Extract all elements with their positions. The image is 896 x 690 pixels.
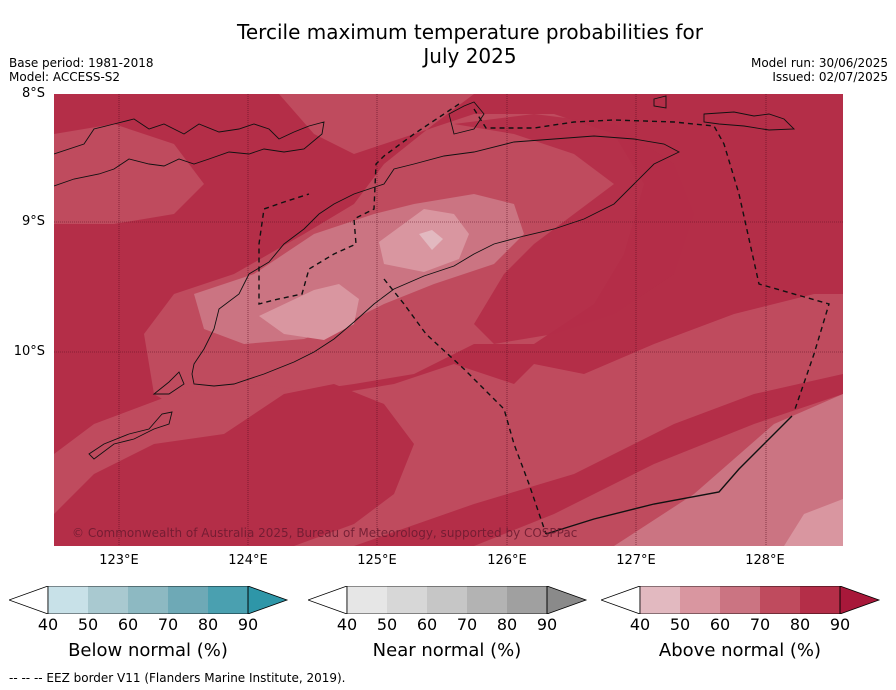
eez-footnote: -- -- -- EEZ border V11 (Flanders Marine… (9, 671, 346, 685)
lat-label-8s: 8°S (21, 86, 45, 101)
cbar-below-tick-70: 70 (157, 615, 179, 634)
issued-date: Issued: 02/07/2025 (772, 70, 888, 84)
lon-label-125e: 125°E (357, 553, 397, 568)
coastline-flores (54, 118, 325, 187)
zone-60-center-east (379, 209, 469, 272)
cbar-near-tick-90: 90 (536, 615, 558, 634)
cbar-below-tick-80: 80 (197, 615, 219, 634)
cbar-below-tick-50: 50 (77, 615, 99, 634)
cbar-above-arrow-right (839, 586, 881, 614)
zone-90-southeast (354, 374, 843, 546)
graticule (54, 94, 843, 546)
cbar-above-tick-60: 60 (709, 615, 731, 634)
zone-80-west (54, 124, 204, 224)
zone-50-center (419, 230, 443, 250)
coastline-timor (191, 135, 680, 387)
meta-right: Model run: 30/06/2025 Issued: 02/07/2025 (751, 56, 888, 84)
cbar-near-tick-50: 50 (376, 615, 398, 634)
coastline-wetar (653, 95, 796, 131)
lat-label-10s: 10°S (13, 344, 45, 359)
model-run: Model run: 30/06/2025 (750, 56, 888, 70)
title-line-2: July 2025 (423, 44, 517, 68)
cbar-near-tick-40: 40 (336, 615, 358, 634)
cbar-near-tick-80: 80 (496, 615, 518, 634)
cbar-below-arrow-left (9, 586, 49, 614)
lat-label-9s: 9°S (21, 214, 45, 229)
coastline-alor (448, 101, 485, 135)
lon-label-126e: 126°E (487, 553, 527, 568)
lon-label-127e: 127°E (616, 553, 656, 568)
zone-60-center-west (259, 284, 359, 340)
model-name: Model: ACCESS-S2 (9, 70, 121, 84)
coastline-semau (152, 371, 185, 395)
probability-map (54, 94, 843, 546)
coastlines (54, 95, 796, 460)
copyright-notice: © Commonwealth of Australia 2025, Bureau… (72, 526, 578, 540)
lon-label-128e: 128°E (745, 553, 785, 568)
cbar-above-tick-50: 50 (669, 615, 691, 634)
eez-border (258, 103, 830, 535)
title-line-1: Tercile maximum temperature probabilitie… (237, 20, 703, 44)
cbar-below-arrow-right (247, 586, 289, 614)
cbar-above-tick-70: 70 (749, 615, 771, 634)
cbar-above-tick-90: 90 (829, 615, 851, 634)
cbar-below-tick-40: 40 (37, 615, 59, 634)
cbar-near-arrow-right (546, 586, 588, 614)
zone-60-corner (784, 499, 843, 546)
cbar-above-tick-80: 80 (789, 615, 811, 634)
cbar-near-tick-70: 70 (456, 615, 478, 634)
base-period: Base period: 1981-2018 (9, 56, 154, 70)
coastline-rote (88, 411, 173, 460)
colorbar-near-normal (308, 586, 588, 614)
lon-label-123e: 123°E (99, 553, 139, 568)
lon-label-124e: 124°E (228, 553, 268, 568)
cbar-near-arrow-left (308, 586, 348, 614)
zone-70-southeast (614, 394, 843, 546)
cbar-above-arrow-left (601, 586, 641, 614)
cbar-below-tick-60: 60 (117, 615, 139, 634)
colorbar-below-normal (9, 586, 289, 614)
cbar-below-tick-90: 90 (237, 615, 259, 634)
map-title: Tercile maximum temperature probabilitie… (0, 20, 896, 68)
cbar-near-title: Near normal (%) (372, 640, 522, 661)
meta-left: Base period: 1981-2018 Model: ACCESS-S2 (9, 56, 154, 84)
zone-90-southwest (54, 384, 414, 546)
cbar-above-tick-40: 40 (629, 615, 651, 634)
colorbar-above-normal (601, 586, 881, 614)
zone-90-northeast (454, 114, 694, 344)
cbar-below-title: Below normal (%) (68, 640, 228, 661)
cbar-above-title: Above normal (%) (658, 640, 822, 661)
cbar-near-tick-60: 60 (416, 615, 438, 634)
